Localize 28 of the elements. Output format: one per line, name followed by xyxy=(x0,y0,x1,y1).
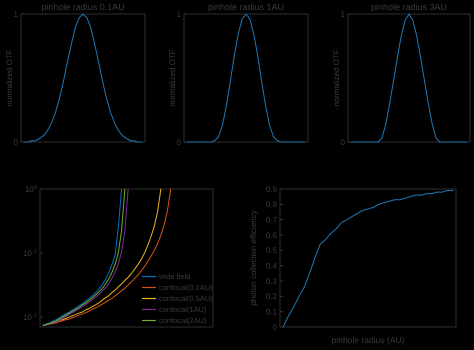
y-tick-label: 0 xyxy=(14,138,19,147)
y-tick-label: 0.4 xyxy=(266,261,278,270)
y-tick-label: 0.9 xyxy=(266,184,278,194)
y-tick-label: 0.6 xyxy=(266,230,278,240)
line-series xyxy=(24,14,142,142)
line-series xyxy=(282,190,454,328)
chart-title: pinhole radius 3AU xyxy=(370,2,448,12)
y-tick-label: 0.1 xyxy=(266,307,278,316)
y-tick-label: 1 xyxy=(176,10,182,19)
y-axis-title: normalized OTF xyxy=(168,49,177,107)
y-tick-label: 0.2 xyxy=(266,292,278,302)
y-tick-label: 0 xyxy=(340,138,346,147)
y-tick-label: 0.5 xyxy=(266,246,278,256)
line-series xyxy=(186,14,306,142)
y-tick-label: 0.7 xyxy=(266,215,278,224)
y-tick-label: 0.8 xyxy=(266,200,278,210)
chart-title: pinhole radius 0.1AU xyxy=(41,2,125,12)
y-axis-title: normalized OTF xyxy=(332,49,341,107)
y-tick-label: 1 xyxy=(340,10,346,19)
y-axis-title: photon collection efficiency xyxy=(249,210,258,306)
y-tick-label: 0.3 xyxy=(266,276,278,286)
y-tick-label: 1 xyxy=(14,10,19,19)
y-axis-title: normalized OTF xyxy=(5,49,14,107)
y-tick-label: 0 xyxy=(272,322,278,332)
chart-title: pinhole radius 1AU xyxy=(208,2,284,12)
x-axis-title: pinhole radius (AU) xyxy=(332,335,405,345)
y-tick-label: 0 xyxy=(176,138,182,147)
line-series xyxy=(350,14,468,142)
